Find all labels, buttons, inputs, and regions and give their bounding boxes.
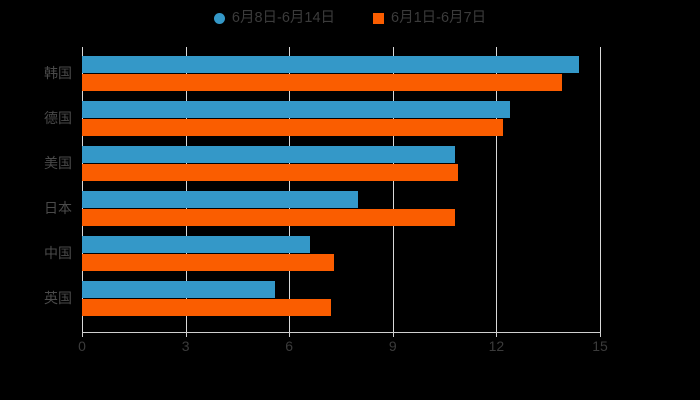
x-tick-label-3: 3 — [181, 338, 190, 354]
x-tick-mark-6 — [289, 332, 291, 337]
bar-usa-series-1[interactable] — [82, 164, 459, 181]
x-tick-label-6: 6 — [285, 338, 294, 354]
legend-label-series-1: 6月1日-6月7日 — [391, 9, 487, 26]
bar-germany-series-0[interactable] — [82, 101, 511, 118]
legend-item-series-0[interactable]: 6月8日-6月14日 — [213, 9, 336, 26]
bar-uk-series-0[interactable] — [82, 281, 276, 298]
chart-legend: 6月8日-6月14日 6月1日-6月7日 — [0, 8, 700, 28]
legend-item-series-1[interactable]: 6月1日-6月7日 — [373, 11, 486, 26]
bar-japan-series-1[interactable] — [82, 209, 455, 226]
x-tick-mark-15 — [600, 332, 601, 337]
x-tick-mark-3 — [185, 332, 187, 337]
bar-china-series-0[interactable] — [82, 236, 310, 253]
y-axis-label-uk: 英国 — [44, 290, 72, 306]
legend-marker-square-icon — [373, 12, 385, 24]
y-axis-label-korea: 韩国 — [44, 65, 72, 81]
gridline-9 — [392, 47, 394, 332]
bar-japan-series-0[interactable] — [82, 191, 359, 208]
gridline-6 — [289, 47, 291, 332]
bar-germany-series-1[interactable] — [82, 119, 504, 136]
y-axis-label-germany: 德国 — [44, 110, 72, 126]
legend-label-series-0: 6月8日-6月14日 — [231, 9, 336, 26]
bar-usa-series-0[interactable] — [82, 146, 455, 163]
plot-area — [82, 47, 601, 332]
y-axis-label-china: 中国 — [44, 245, 72, 261]
x-tick-mark-0 — [82, 332, 83, 337]
x-tick-label-12: 12 — [488, 338, 505, 354]
x-tick-mark-12 — [496, 332, 498, 337]
x-tick-mark-9 — [392, 332, 394, 337]
gridline-3 — [185, 47, 187, 332]
y-axis-label-usa: 美国 — [44, 155, 72, 171]
bar-uk-series-1[interactable] — [82, 299, 331, 316]
gridline-12 — [496, 47, 498, 332]
bar-korea-series-1[interactable] — [82, 74, 562, 91]
y-axis-label-japan: 日本 — [44, 200, 72, 216]
bar-china-series-1[interactable] — [82, 254, 335, 271]
x-tick-label-9: 9 — [388, 338, 397, 354]
x-axis-line — [82, 332, 601, 333]
gridline-0 — [82, 47, 83, 332]
gridline-15 — [600, 47, 601, 332]
x-tick-label-0: 0 — [78, 338, 86, 354]
x-tick-label-15: 15 — [592, 338, 608, 354]
legend-marker-circle-icon — [213, 12, 225, 24]
bar-korea-series-0[interactable] — [82, 56, 580, 73]
